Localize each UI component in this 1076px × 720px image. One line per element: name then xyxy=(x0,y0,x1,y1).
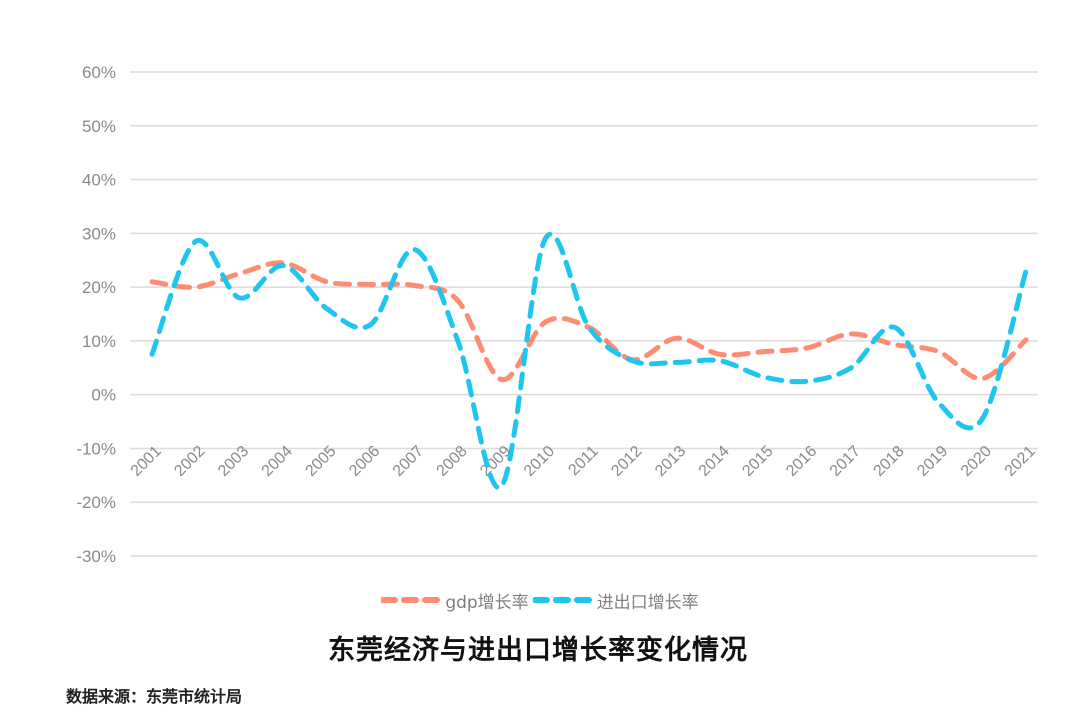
y-tick-label: 50% xyxy=(82,117,116,136)
y-tick-label: -20% xyxy=(76,493,116,512)
dashed-line-swatch-icon xyxy=(532,597,593,603)
y-tick-label: 10% xyxy=(82,332,116,351)
y-tick-label: 20% xyxy=(82,278,116,297)
legend-label-trade: 进出口增长率 xyxy=(596,592,699,613)
y-axis-tick-labels: 60% 50% 40% 30% 20% 10% 0% -10% -20% -30% xyxy=(76,63,116,566)
y-tick-label: 30% xyxy=(82,224,116,243)
gridlines xyxy=(130,71,1038,557)
legend-item-gdp[interactable]: gdp增长率 xyxy=(381,588,529,613)
gdp-growth-line xyxy=(149,260,1029,383)
legend-label-gdp: gdp增长率 xyxy=(445,592,529,613)
y-tick-label: 0% xyxy=(91,386,116,405)
legend-item-trade[interactable]: 进出口增长率 xyxy=(532,588,699,613)
dashed-line-swatch-icon xyxy=(381,597,442,603)
data-source-note: 数据来源：东莞市统计局 xyxy=(66,687,243,706)
chart-title: 东莞经济与进出口增长率变化情况 xyxy=(328,635,748,666)
y-tick-label: -10% xyxy=(76,439,116,458)
trade-growth-line xyxy=(149,231,1029,491)
y-tick-label: 60% xyxy=(82,63,116,82)
chart-legend: gdp增长率 进出口增长率 xyxy=(0,587,1076,613)
y-tick-label: -30% xyxy=(76,547,116,566)
y-tick-label: 40% xyxy=(82,171,116,190)
data-series xyxy=(149,231,1029,491)
